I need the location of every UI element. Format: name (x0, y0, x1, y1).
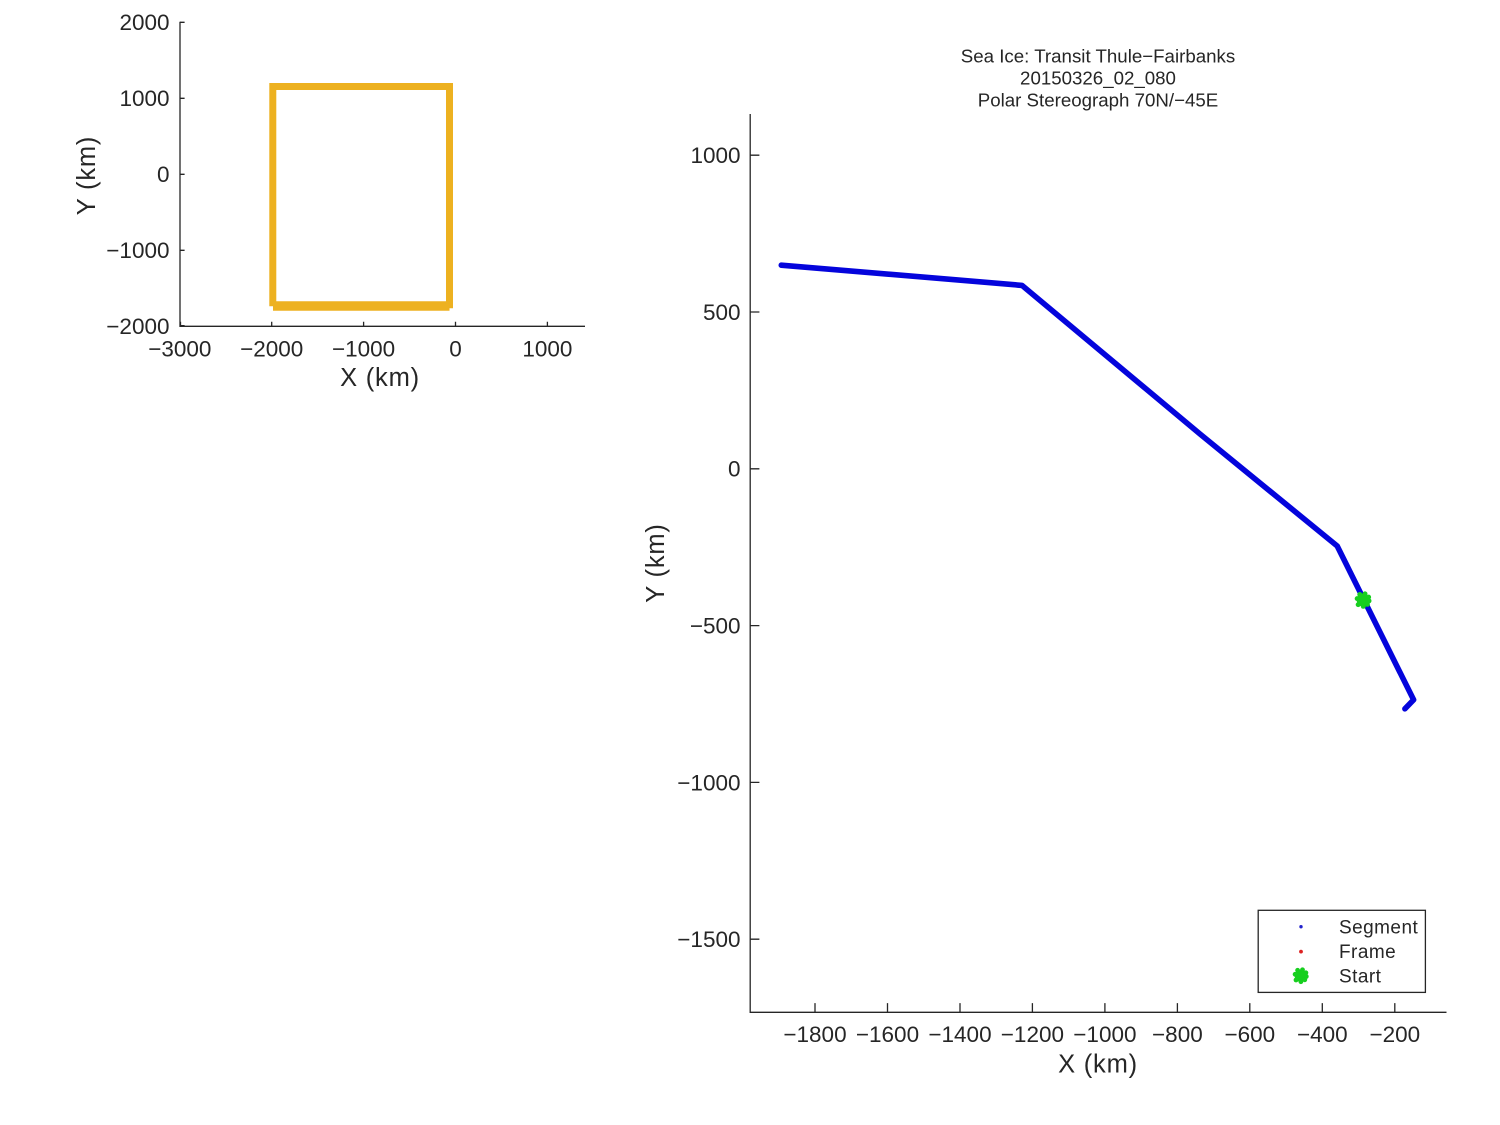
svg-text:1000: 1000 (119, 86, 169, 111)
svg-text:−1800: −1800 (783, 1022, 846, 1047)
svg-text:Start: Start (1339, 966, 1382, 987)
svg-text:−500: −500 (690, 614, 741, 639)
svg-text:2000: 2000 (119, 10, 169, 35)
svg-text:Frame: Frame (1339, 942, 1396, 963)
svg-text:−1200: −1200 (1001, 1022, 1064, 1047)
svg-text:−1500: −1500 (677, 927, 740, 952)
svg-text:1000: 1000 (522, 337, 572, 362)
svg-text:500: 500 (703, 300, 741, 325)
svg-text:Polar Stereograph 70N/−45E: Polar Stereograph 70N/−45E (978, 89, 1219, 110)
svg-text:−2000: −2000 (106, 314, 169, 339)
svg-text:X (km): X (km) (1058, 1051, 1138, 1079)
svg-text:20150326_02_080: 20150326_02_080 (1020, 68, 1176, 90)
svg-text:−2000: −2000 (240, 337, 303, 362)
svg-text:−3000: −3000 (148, 337, 211, 362)
svg-text:−1000: −1000 (677, 770, 740, 795)
svg-text:−1000: −1000 (332, 337, 395, 362)
svg-text:−400: −400 (1297, 1022, 1348, 1047)
svg-text:−200: −200 (1369, 1022, 1420, 1047)
svg-text:−1600: −1600 (856, 1022, 919, 1047)
svg-text:0: 0 (449, 337, 462, 362)
svg-text:−1000: −1000 (106, 238, 169, 263)
svg-text:0: 0 (728, 457, 741, 482)
svg-text:X (km): X (km) (340, 364, 420, 392)
svg-text:−600: −600 (1224, 1022, 1275, 1047)
svg-text:Sea Ice: Transit Thule−Fairban: Sea Ice: Transit Thule−Fairbanks (961, 46, 1235, 67)
svg-text:−1400: −1400 (928, 1022, 991, 1047)
svg-text:Y (km): Y (km) (73, 136, 101, 215)
svg-text:−800: −800 (1152, 1022, 1203, 1047)
svg-text:Y (km): Y (km) (642, 523, 670, 602)
svg-text:1000: 1000 (690, 143, 740, 168)
svg-text:0: 0 (157, 162, 170, 187)
svg-text:Segment: Segment (1339, 917, 1418, 938)
svg-text:−1000: −1000 (1073, 1022, 1136, 1047)
